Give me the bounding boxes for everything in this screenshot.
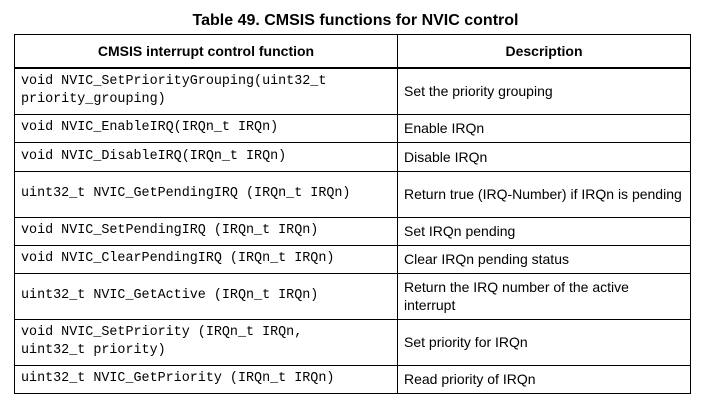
- function-cell: void NVIC_DisableIRQ(IRQn_t IRQn): [14, 141, 398, 172]
- function-cell: void NVIC_EnableIRQ(IRQn_t IRQn): [14, 113, 398, 143]
- table-row: void NVIC_SetPriority (IRQn_t IRQn, uint…: [14, 318, 691, 366]
- table-row: void NVIC_DisableIRQ(IRQn_t IRQn) Disabl…: [14, 141, 691, 172]
- function-cell: void NVIC_ClearPendingIRQ (IRQn_t IRQn): [14, 244, 398, 274]
- table-row: uint32_t NVIC_GetPriority (IRQn_t IRQn) …: [14, 364, 691, 394]
- function-cell: uint32_t NVIC_GetPendingIRQ (IRQn_t IRQn…: [14, 170, 398, 218]
- function-cell: uint32_t NVIC_GetActive (IRQn_t IRQn): [14, 272, 398, 320]
- header-function: CMSIS interrupt control function: [14, 34, 398, 69]
- description-cell: Disable IRQn: [397, 141, 691, 172]
- description-cell: Set IRQn pending: [397, 216, 691, 246]
- description-cell: Read priority of IRQn: [397, 364, 691, 394]
- nvic-functions-table: CMSIS interrupt control function Descrip…: [14, 34, 691, 394]
- table-header-row: CMSIS interrupt control function Descrip…: [14, 34, 691, 69]
- description-cell: Enable IRQn: [397, 113, 691, 143]
- description-cell: Clear IRQn pending status: [397, 244, 691, 274]
- description-cell: Set priority for IRQn: [397, 318, 691, 366]
- description-cell: Return the IRQ number of the active inte…: [397, 272, 691, 320]
- description-cell: Return true (IRQ-Number) if IRQn is pend…: [397, 170, 691, 218]
- table-row: void NVIC_ClearPendingIRQ (IRQn_t IRQn) …: [14, 244, 691, 274]
- table-row: uint32_t NVIC_GetPendingIRQ (IRQn_t IRQn…: [14, 170, 691, 218]
- function-cell: void NVIC_SetPendingIRQ (IRQn_t IRQn): [14, 216, 398, 246]
- table-row: void NVIC_EnableIRQ(IRQn_t IRQn) Enable …: [14, 113, 691, 143]
- function-cell: void NVIC_SetPriorityGrouping(uint32_t p…: [14, 67, 398, 115]
- table-caption: Table 49. CMSIS functions for NVIC contr…: [192, 12, 519, 29]
- function-cell: void NVIC_SetPriority (IRQn_t IRQn, uint…: [14, 318, 398, 366]
- function-cell: uint32_t NVIC_GetPriority (IRQn_t IRQn): [14, 364, 398, 394]
- table-row: void NVIC_SetPendingIRQ (IRQn_t IRQn) Se…: [14, 216, 691, 246]
- header-description: Description: [397, 34, 691, 69]
- table-row: uint32_t NVIC_GetActive (IRQn_t IRQn) Re…: [14, 272, 691, 320]
- description-cell: Set the priority grouping: [397, 67, 691, 115]
- table-row: void NVIC_SetPriorityGrouping(uint32_t p…: [14, 67, 691, 115]
